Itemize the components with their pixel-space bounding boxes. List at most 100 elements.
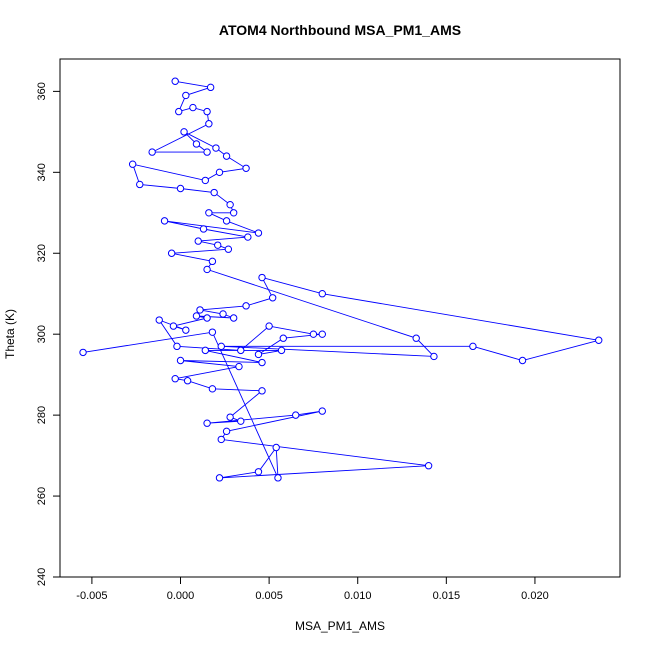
data-point [175, 107, 183, 116]
data-point [430, 352, 438, 361]
data-point [226, 200, 234, 209]
data-point [173, 342, 181, 351]
data-point [169, 322, 178, 330]
data-point [244, 233, 252, 241]
plot-area [79, 77, 603, 482]
data-point [222, 427, 231, 436]
data-point [412, 334, 420, 342]
data-point [309, 330, 318, 338]
data-point [201, 176, 210, 185]
y-tick-label: 240 [36, 568, 48, 586]
data-point [176, 356, 185, 365]
data-point [469, 342, 477, 351]
data-point [203, 419, 211, 427]
data-point [272, 443, 280, 452]
data-point [182, 326, 190, 334]
data-point [208, 385, 217, 393]
axes: -0.005 0.000 0.005 0.010 0.015 0.020 240 260 280… [36, 58, 621, 602]
data-point [279, 334, 287, 342]
data-point [237, 346, 245, 355]
data-point [254, 468, 263, 476]
data-point [214, 241, 222, 249]
data-point [203, 107, 211, 116]
data-point [203, 148, 211, 156]
data-point [199, 225, 208, 233]
x-tick-label: 0.015 [433, 590, 461, 602]
data-point [258, 387, 266, 395]
data-point [318, 290, 326, 298]
data-point [224, 245, 233, 253]
data-point [217, 435, 225, 444]
data-point [242, 164, 250, 172]
data-point [176, 184, 185, 193]
data-point [136, 180, 144, 189]
data-point [215, 474, 224, 482]
data-point [217, 342, 225, 351]
data-point [258, 358, 266, 367]
data-point [128, 160, 137, 168]
data-point [182, 91, 190, 100]
data-point [215, 168, 224, 177]
data-point [235, 362, 243, 371]
data-point [222, 152, 231, 160]
data-point [291, 411, 300, 419]
x-tick-label: 0.010 [344, 590, 372, 602]
y-tick-label: 300 [36, 325, 48, 343]
plot-frame [59, 58, 621, 578]
x-tick-label: 0.005 [255, 590, 283, 602]
data-point [160, 217, 169, 225]
data-point [237, 417, 245, 425]
data-point [192, 312, 201, 320]
data-point [219, 310, 227, 318]
data-point [171, 375, 179, 383]
data-point [242, 302, 250, 310]
data-point [274, 474, 282, 482]
x-tick-label: 0.020 [521, 590, 549, 602]
x-tick-label: -0.005 [76, 590, 107, 602]
data-point [265, 322, 273, 330]
data-point [318, 330, 326, 338]
data-point [167, 249, 176, 257]
data-point [277, 346, 286, 355]
data-point [183, 377, 192, 385]
data-point [206, 83, 215, 92]
y-tick-label: 260 [36, 487, 48, 505]
data-point [258, 273, 266, 282]
data-point [254, 229, 263, 237]
data-point [254, 350, 263, 359]
data-point [208, 257, 217, 266]
y-tick-label: 360 [36, 82, 48, 100]
data-point [189, 103, 197, 112]
y-tick-label: 280 [36, 406, 48, 424]
data-point [222, 217, 231, 225]
y-tick-label: 320 [36, 244, 48, 262]
y-tick-label: 340 [36, 163, 48, 181]
data-point [518, 356, 527, 365]
data-point [194, 237, 202, 245]
data-point [205, 209, 213, 217]
data-point [201, 346, 210, 355]
data-point [155, 316, 163, 324]
data-point [79, 348, 87, 357]
data-point [148, 148, 156, 156]
data-point [192, 140, 201, 148]
data-point [226, 413, 234, 421]
data-point [203, 265, 211, 274]
x-tick-label: 0.000 [167, 590, 195, 602]
data-point [424, 462, 433, 470]
data-point [180, 128, 188, 136]
data-point [268, 294, 277, 302]
data-point [196, 306, 204, 314]
data-point [205, 120, 213, 128]
chart-title: ATOM4 Northbound MSA_PM1_AMS [219, 22, 461, 38]
data-point [229, 314, 238, 322]
data-point [171, 77, 179, 85]
data-point [318, 407, 326, 415]
data-point [203, 314, 211, 322]
y-axis-label: Theta (K) [3, 309, 17, 359]
data-point [595, 336, 603, 344]
data-point [229, 209, 238, 217]
